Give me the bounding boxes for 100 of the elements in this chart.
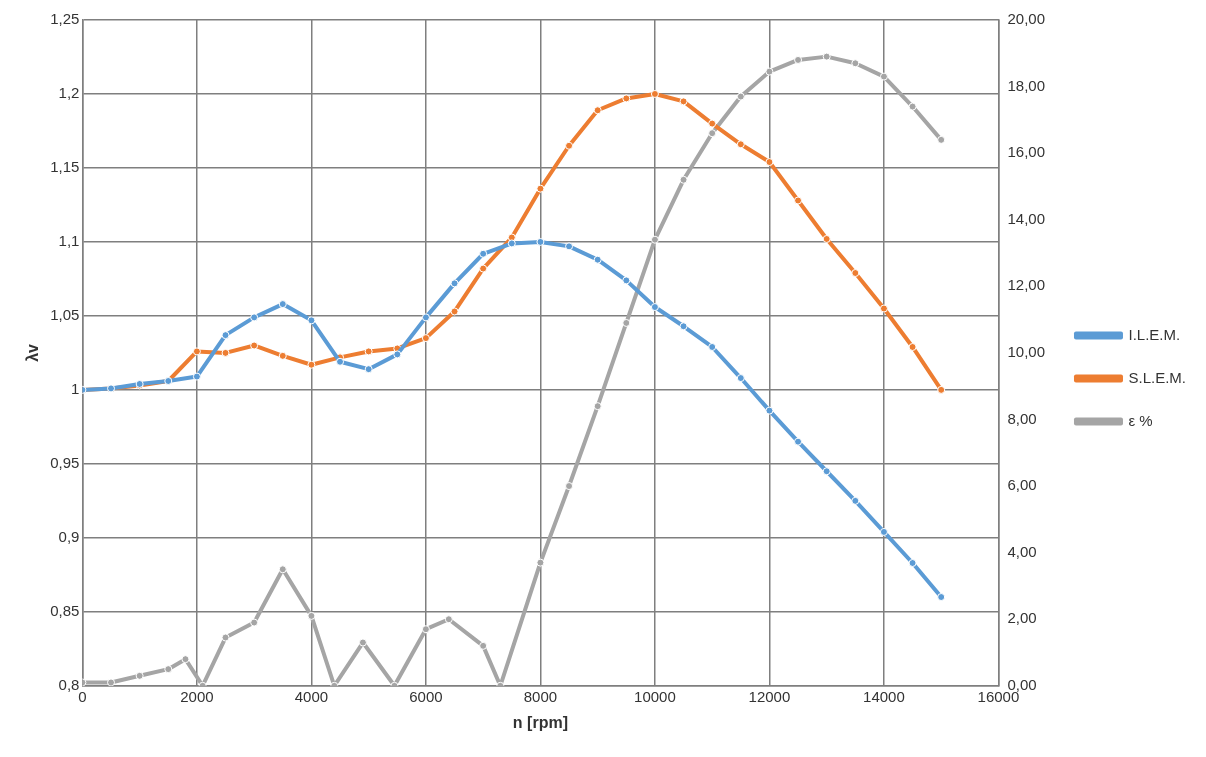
y2-tick-label: 14,00: [1007, 209, 1045, 227]
point: [736, 92, 745, 101]
point: [450, 279, 459, 288]
point: [908, 559, 917, 567]
point: [221, 633, 230, 642]
point: [479, 249, 488, 258]
point: [479, 641, 488, 650]
point: [250, 313, 259, 322]
point: [794, 437, 803, 446]
point: [181, 655, 190, 664]
y-tick-label: 0,85: [50, 601, 80, 619]
point: [593, 402, 602, 411]
point: [794, 196, 803, 205]
point: [393, 350, 402, 359]
point: [278, 565, 287, 574]
point: [822, 467, 831, 476]
point: [679, 97, 688, 106]
point: [278, 300, 287, 309]
x-tick-label: 6000: [409, 687, 443, 705]
point: [421, 313, 430, 322]
point: [135, 671, 144, 680]
point: [822, 234, 831, 243]
point: [765, 158, 774, 167]
point: [536, 184, 545, 193]
y-tick-label: 0,8: [58, 675, 80, 693]
y2-tick-label: 12,00: [1007, 276, 1045, 294]
point: [336, 357, 345, 366]
legend-label: S.L.E.M.: [1128, 368, 1187, 386]
point: [421, 334, 430, 343]
point: [765, 406, 774, 415]
point: [851, 496, 860, 505]
legend-label: ε %: [1128, 411, 1153, 429]
point: [507, 239, 516, 248]
point: [307, 316, 316, 325]
point: [307, 360, 316, 369]
point: [358, 638, 367, 647]
point: [879, 72, 888, 81]
y-tick-label: 1,1: [58, 232, 80, 250]
point: [937, 135, 946, 144]
point: [364, 365, 373, 374]
point: [679, 175, 688, 184]
y-tick-label: 0,95: [50, 454, 80, 472]
y-tick-label: 1: [71, 380, 80, 398]
y-tick-label: 1,2: [58, 84, 80, 102]
point: [622, 94, 631, 103]
point: [679, 322, 688, 331]
point: [937, 385, 946, 394]
y-axis-title: λv: [24, 343, 42, 362]
y2-tick-label: 8,00: [1007, 409, 1037, 427]
y2-tick-label: 6,00: [1007, 476, 1037, 494]
x-tick-label: 12000: [748, 687, 791, 705]
point: [444, 615, 453, 624]
point: [479, 264, 488, 273]
point: [164, 665, 173, 674]
point: [565, 242, 574, 251]
point: [650, 303, 659, 312]
point: [536, 558, 545, 567]
x-tick-label: 10000: [634, 687, 676, 705]
point: [765, 67, 774, 76]
y2-tick-label: 2,00: [1007, 609, 1037, 627]
y2-tick-label: 18,00: [1007, 76, 1045, 94]
point: [221, 348, 230, 357]
point: [565, 482, 574, 491]
point: [421, 625, 430, 634]
y-tick-label: 1,25: [50, 10, 80, 28]
point: [908, 342, 917, 351]
legend-label: I.L.E.M.: [1128, 325, 1181, 343]
point: [536, 237, 545, 246]
point: [593, 255, 602, 264]
point: [221, 331, 230, 340]
point: [107, 678, 116, 686]
point: [622, 318, 631, 327]
point: [250, 341, 259, 350]
y2-tick-label: 16,00: [1007, 143, 1045, 161]
y-tick-label: 0,9: [58, 527, 80, 545]
point: [650, 89, 659, 98]
x-tick-label: 14000: [863, 687, 905, 705]
y-tick-label: 1,15: [50, 158, 80, 176]
point: [565, 141, 574, 150]
point: [794, 55, 803, 64]
point: [307, 611, 316, 620]
x-tick-label: 2000: [180, 687, 214, 705]
point: [908, 102, 917, 111]
point: [622, 276, 631, 285]
x-axis-title: n [rpm]: [512, 713, 568, 731]
point: [879, 527, 888, 536]
point: [708, 129, 717, 138]
point: [708, 342, 717, 351]
point: [192, 372, 201, 381]
point: [822, 52, 831, 61]
point: [250, 618, 259, 627]
point: [736, 140, 745, 149]
point: [851, 269, 860, 277]
point: [708, 119, 717, 128]
point: [450, 307, 459, 316]
point: [851, 59, 860, 68]
y-tick-label: 1,05: [50, 306, 80, 324]
x-tick-label: 0: [78, 687, 87, 705]
point: [650, 235, 659, 244]
point: [192, 347, 201, 356]
